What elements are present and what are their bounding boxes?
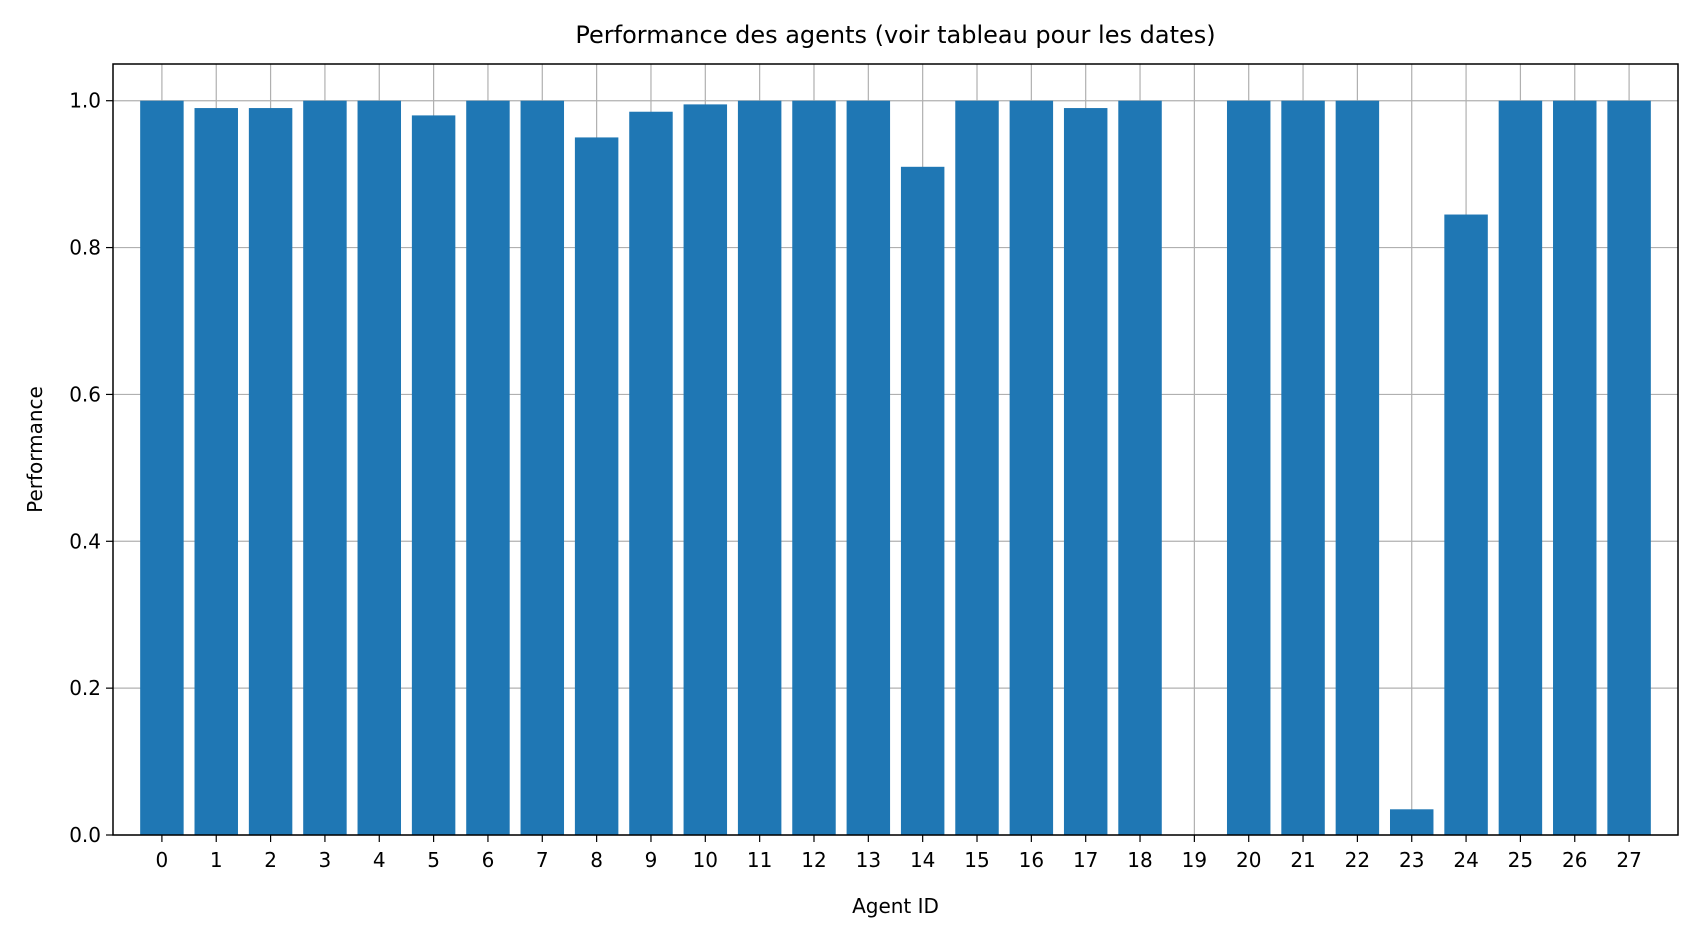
x-tick-label: 27 xyxy=(1616,848,1641,872)
x-tick-label: 14 xyxy=(910,848,935,872)
x-tick-label: 11 xyxy=(747,848,772,872)
bar xyxy=(466,100,510,835)
x-tick-label: 7 xyxy=(536,848,549,872)
x-tick-label: 26 xyxy=(1562,848,1587,872)
bar xyxy=(194,108,238,836)
bar xyxy=(737,100,782,835)
bar xyxy=(574,137,619,835)
bar xyxy=(1444,214,1488,835)
bar xyxy=(1118,100,1162,835)
x-tick-label: 23 xyxy=(1399,848,1424,872)
bar xyxy=(1063,108,1108,836)
x-tick-label: 22 xyxy=(1345,848,1370,872)
x-tick-label: 4 xyxy=(373,848,386,872)
bar xyxy=(248,108,293,836)
x-tick-label: 6 xyxy=(482,848,495,872)
bar xyxy=(1335,100,1380,835)
bar xyxy=(1281,100,1325,835)
bar xyxy=(303,100,347,835)
bar xyxy=(683,104,728,835)
x-tick-label: 25 xyxy=(1508,848,1533,872)
y-tick-label: 0.8 xyxy=(69,236,101,260)
x-axis-title: Agent ID xyxy=(852,894,939,918)
x-tick-label: 5 xyxy=(427,848,440,872)
bar xyxy=(1226,100,1271,835)
x-tick-label: 10 xyxy=(693,848,718,872)
x-tick-label: 24 xyxy=(1453,848,1478,872)
bar xyxy=(140,100,184,835)
x-tick-label: 15 xyxy=(964,848,989,872)
bar xyxy=(900,166,945,836)
x-tick-label: 9 xyxy=(645,848,658,872)
x-tick-label: 18 xyxy=(1127,848,1152,872)
bar xyxy=(1389,809,1434,835)
bar xyxy=(411,115,456,835)
grid-lines xyxy=(113,64,1678,836)
x-tick-label: 0 xyxy=(156,848,169,872)
x-tick-label: 3 xyxy=(319,848,332,872)
bar xyxy=(792,100,836,835)
y-tick-label: 1.0 xyxy=(69,89,101,113)
y-tick-label: 0.2 xyxy=(69,676,101,700)
bar xyxy=(955,100,999,835)
plot-frame xyxy=(112,63,1679,836)
x-tick-label: 19 xyxy=(1182,848,1207,872)
bar xyxy=(357,100,402,835)
bars xyxy=(140,100,1651,836)
y-tick-label: 0.4 xyxy=(69,529,101,553)
x-tick-label: 17 xyxy=(1073,848,1098,872)
y-tick-label: 0.6 xyxy=(69,382,101,406)
x-tick-label: 16 xyxy=(1019,848,1044,872)
y-axis-title: Performance xyxy=(23,386,47,513)
bar xyxy=(1498,100,1543,835)
bar xyxy=(1553,100,1597,835)
x-tick-label: 13 xyxy=(856,848,881,872)
bar xyxy=(520,100,565,835)
y-tick-label: 0.0 xyxy=(69,823,101,847)
bar xyxy=(1009,100,1054,835)
bar xyxy=(1607,100,1651,835)
x-tick-label: 2 xyxy=(264,848,277,872)
x-tick-label: 12 xyxy=(801,848,826,872)
x-tick-label: 20 xyxy=(1236,848,1261,872)
x-tick-label: 8 xyxy=(590,848,603,872)
bar xyxy=(629,111,673,835)
x-tick-label: 1 xyxy=(210,848,223,872)
bar xyxy=(846,100,891,835)
chart-title: Performance des agents (voir tableau pou… xyxy=(575,21,1215,49)
axis-ticks: 0.00.20.40.60.81.00 1 2 3 4 5 6 7 8 9 10 11 12 13 14 15… xyxy=(69,89,1642,872)
x-tick-label: 21 xyxy=(1290,848,1315,872)
